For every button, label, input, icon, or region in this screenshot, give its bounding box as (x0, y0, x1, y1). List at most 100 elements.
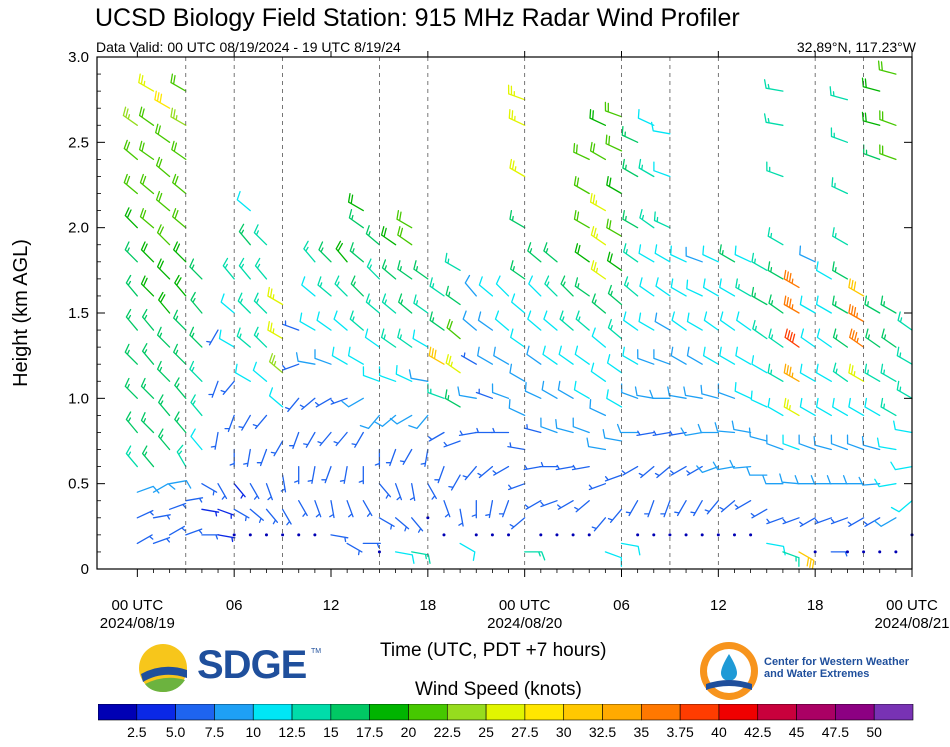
wind-barb (141, 343, 155, 365)
wind-barb (268, 387, 284, 408)
colorbar-swatch (679, 704, 720, 721)
wind-barb (471, 500, 477, 519)
wind-barb (270, 440, 284, 457)
wind-barb (462, 465, 477, 481)
wind-barb (256, 448, 268, 467)
wind-barb (508, 399, 526, 417)
colorbar-swatch (524, 704, 565, 721)
wind-barb (639, 208, 655, 229)
wind-barb (358, 465, 364, 485)
wind-barb (653, 349, 671, 365)
wind-barb (734, 245, 752, 263)
wind-barb (507, 84, 526, 101)
wind-barb (674, 500, 687, 517)
x-tick-label: 06 (226, 597, 243, 614)
wind-barb (378, 517, 395, 530)
wind-barb (156, 326, 171, 348)
wind-barb (201, 483, 218, 496)
wind-barb (766, 542, 786, 556)
colorbar-swatch (136, 704, 176, 721)
wind-barb (493, 346, 510, 365)
wind-barb-calm (442, 533, 446, 537)
wind-barb (125, 274, 138, 297)
wind-barb (815, 397, 832, 417)
wind-barb (846, 434, 865, 451)
wind-barb (173, 343, 187, 365)
wind-barb (798, 551, 815, 570)
wind-barb (174, 274, 187, 297)
wind-barb (434, 465, 445, 484)
wind-barb (622, 346, 639, 365)
wind-barb (524, 551, 546, 561)
wind-barb (832, 295, 849, 314)
y-tick-label: 1.0 (68, 390, 89, 407)
wind-barb (492, 465, 510, 476)
wind-barb (254, 257, 268, 280)
wind-barb-calm (264, 533, 268, 537)
wind-barb (238, 223, 251, 246)
y-tick-label: 0 (81, 561, 89, 578)
wind-barb (574, 500, 590, 513)
wind-barb (301, 276, 316, 297)
y-axis: 0 0.5 1.0 1.5 2.0 2.5 3.0 (68, 49, 912, 578)
wind-barb (890, 461, 913, 471)
colorbar-swatch (330, 704, 370, 721)
wind-barb (155, 156, 171, 178)
colorbar-tick-label: 3.75 (667, 724, 694, 740)
x-axis-label: Time (UTC, PDT +7 hours) (380, 640, 607, 661)
wind-barb (586, 437, 607, 451)
wind-barb (832, 397, 849, 417)
wind-barb (349, 310, 364, 331)
wind-barb (168, 502, 187, 510)
wind-barb (339, 465, 348, 484)
wind-barb (138, 106, 155, 126)
wind-barb (670, 245, 687, 263)
wind-barb (652, 430, 671, 437)
wind-barb-calm (668, 533, 672, 537)
wind-barb-calm (507, 533, 511, 537)
valid-time-label: Data Valid: 00 UTC 08/19/2024 - 19 UTC 8… (96, 39, 401, 55)
wind-barb (139, 208, 155, 229)
wind-barb (217, 483, 228, 500)
wind-barb (477, 465, 494, 479)
cw3e-name-line1: Center for Western Weather (764, 656, 910, 668)
cw3e-logo: Center for Western Weather and Water Ext… (698, 640, 910, 702)
x-tick-label: 00 UTC (112, 597, 164, 614)
colorbar-swatch (563, 704, 603, 721)
wind-barb (606, 175, 623, 195)
wind-barb (152, 514, 171, 520)
wind-barb (229, 448, 235, 468)
wind-barb (362, 542, 381, 549)
colorbar-swatch (252, 704, 293, 721)
wind-barb (477, 311, 494, 331)
wind-barb (848, 303, 865, 323)
wind-barb (446, 318, 461, 340)
wind-barb (234, 363, 251, 382)
wind-barb (347, 193, 364, 212)
wind-barb-calm (894, 550, 898, 554)
wind-barb (380, 328, 397, 348)
wind-barb (589, 141, 607, 161)
wind-barb (766, 161, 784, 178)
wind-barb (243, 448, 251, 467)
wind-barb (136, 534, 154, 545)
wind-barb (719, 278, 736, 297)
wind-barb (289, 431, 300, 450)
colorbar-tick-label: 42.5 (744, 724, 771, 740)
wind-barb-calm (684, 533, 688, 537)
wind-barb (318, 241, 332, 263)
wind-barb (794, 475, 816, 485)
wind-barb (748, 427, 768, 442)
wind-barb (224, 414, 235, 433)
wind-barb (475, 388, 494, 399)
wind-barb (670, 346, 687, 365)
wind-barb (330, 397, 348, 405)
wind-barb (528, 275, 542, 297)
wind-barb (362, 500, 373, 517)
wind-barb (644, 500, 655, 518)
wind-barb (766, 434, 784, 451)
wind-barb (457, 386, 477, 399)
wind-barb (704, 500, 719, 515)
wind-barb-calm (377, 550, 381, 554)
